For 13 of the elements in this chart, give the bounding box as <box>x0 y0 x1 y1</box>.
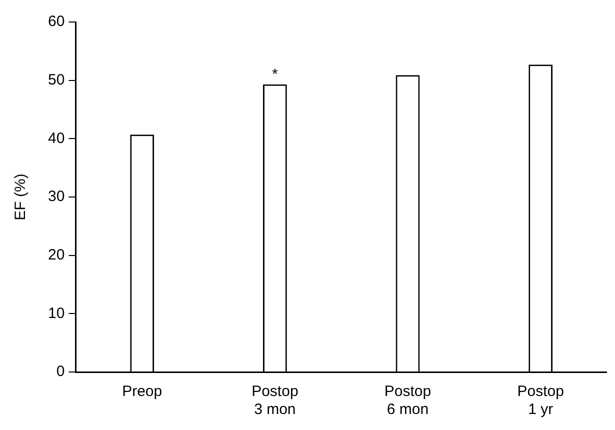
y-tick-label: 60 <box>48 13 65 30</box>
x-tick-label: Postop 1 yr <box>517 383 564 418</box>
y-tick-label: 10 <box>48 304 65 322</box>
annotation: * <box>272 66 278 84</box>
y-tick-label: 50 <box>48 71 65 88</box>
y-tick-label: 30 <box>48 188 65 206</box>
x-tick-label: Preop <box>122 383 162 400</box>
y-axis-title: EF (%) <box>12 174 30 220</box>
y-tick-label: 20 <box>48 246 65 264</box>
x-tick-label: Postop 6 mon <box>384 383 432 418</box>
y-tick-label: 0 <box>56 363 65 380</box>
x-tick-label: Postop 3 mon <box>252 383 298 418</box>
y-tick-label: 40 <box>48 130 65 147</box>
